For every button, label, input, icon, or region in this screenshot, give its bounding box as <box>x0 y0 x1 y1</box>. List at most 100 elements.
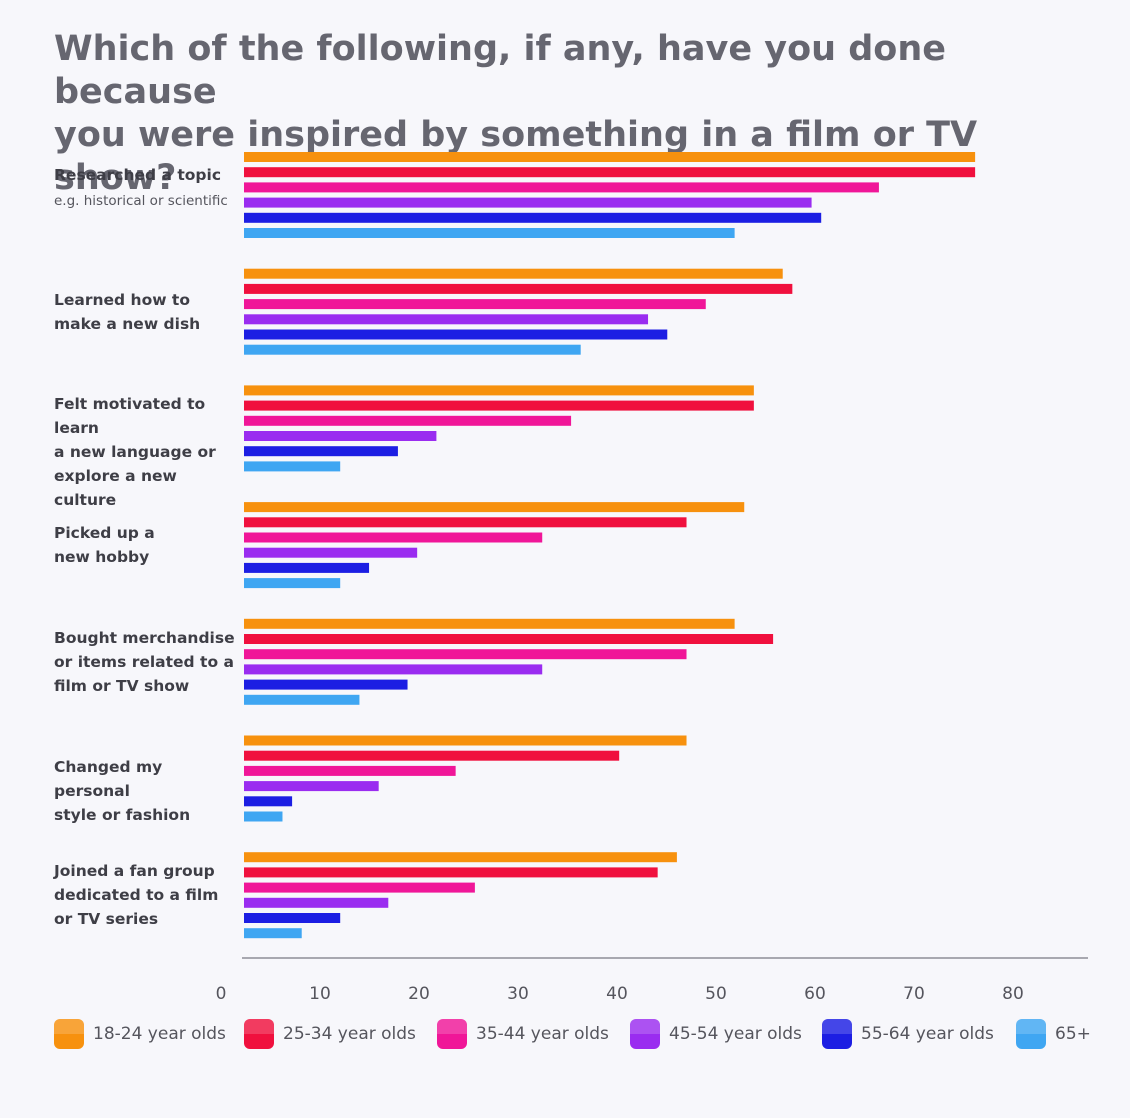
bar <box>244 446 398 457</box>
bar <box>244 385 754 396</box>
category-label-line: Changed my personal <box>54 757 163 800</box>
bar <box>244 547 418 558</box>
bar <box>244 461 341 472</box>
category-label-main: Changed my personal style or fashion <box>54 755 239 827</box>
legend-item: 45-54 year olds <box>630 1017 802 1051</box>
bar <box>244 928 302 939</box>
bar <box>244 634 774 644</box>
legend-label: 55-64 year olds <box>861 1024 994 1044</box>
bar <box>244 562 370 573</box>
legend-swatch <box>1016 1019 1046 1049</box>
category-label-main: Joined a fan group dedicated to a film or … <box>54 859 239 931</box>
category-label-note: e.g. historical or scientific <box>54 193 228 209</box>
legend-label: 18-24 year olds <box>93 1024 226 1044</box>
legend-item: 55-64 year olds <box>822 1017 994 1051</box>
x-tick-label: 50 <box>705 984 727 1004</box>
chart-title: Which of the following, if any, have you… <box>54 28 1094 200</box>
category-label-line: Joined a fan group <box>54 862 215 881</box>
bar <box>244 400 754 411</box>
x-tick-label: 20 <box>408 984 430 1004</box>
category-label-line: Picked up a <box>54 524 155 543</box>
bar <box>244 694 360 705</box>
bar <box>244 329 668 340</box>
category-label-main: Picked up a new hobby <box>54 521 239 569</box>
bar <box>244 679 408 690</box>
bar <box>244 283 793 294</box>
category-label-line: Learned how to <box>54 290 190 309</box>
bar <box>244 735 687 746</box>
bar <box>244 197 812 208</box>
bar <box>244 212 822 223</box>
bar <box>244 811 283 822</box>
category-label-line: new hobby <box>54 548 150 567</box>
bar <box>244 299 706 310</box>
bar <box>244 517 687 528</box>
legend-swatch <box>630 1019 660 1049</box>
chart-title-line: Which of the following, if any, have you… <box>54 29 947 112</box>
bar <box>244 897 389 908</box>
legend-label: 25-34 year olds <box>283 1024 416 1044</box>
category-label-line: explore a new culture <box>54 467 177 510</box>
legend-item: 65+ <box>1016 1017 1091 1051</box>
bar <box>244 796 293 807</box>
bar <box>244 431 437 441</box>
bar <box>244 649 687 660</box>
legend-label: 45-54 year olds <box>669 1024 802 1044</box>
x-tick-label: 40 <box>606 984 628 1004</box>
category-label-line: Researched a topic <box>54 166 222 184</box>
category-label-main: Bought merchandise or items related to a f… <box>54 626 239 698</box>
legend-swatch <box>54 1019 84 1049</box>
category-label-line: style or fashion <box>54 805 191 824</box>
bar <box>244 867 658 878</box>
bar <box>244 268 783 279</box>
bar <box>244 182 879 193</box>
x-tick-label: 60 <box>804 984 826 1004</box>
category-label-line: or items related to a <box>54 652 234 671</box>
bar <box>244 913 341 923</box>
category-label: Joined a fan group dedicated to a film or … <box>54 859 239 931</box>
chart-title-line: you were inspired by something in a film… <box>54 115 978 198</box>
category-label-line: Bought merchandise <box>54 628 235 647</box>
category-label-main: Felt motivated to learn a new language or… <box>54 392 239 512</box>
bar <box>244 781 379 792</box>
bar <box>244 502 745 513</box>
category-label: Researched a topic e.g. historical or sci… <box>54 163 239 213</box>
x-tick-label: 70 <box>903 984 925 1004</box>
legend-item: 18-24 year olds <box>54 1017 226 1051</box>
bar <box>244 882 475 893</box>
legend-label: 65+ <box>1055 1024 1091 1044</box>
category-label-line: make a new dish <box>54 314 201 333</box>
bar <box>244 167 976 178</box>
category-label: Changed my personal style or fashion <box>54 755 239 827</box>
category-label-line: film or TV show <box>54 676 190 695</box>
legend-item: 25-34 year olds <box>244 1017 416 1051</box>
bar <box>244 152 976 162</box>
legend-label: 35-44 year olds <box>476 1024 609 1044</box>
x-tick-label: 10 <box>309 984 331 1004</box>
bar <box>244 314 649 325</box>
legend: 18-24 year olds 25-34 year olds 35-44 year… <box>54 1017 1114 1053</box>
bar <box>244 664 543 675</box>
bar <box>244 765 456 776</box>
category-label-line: dedicated to a film <box>54 886 219 905</box>
x-tick-label: 80 <box>1002 984 1024 1004</box>
bar <box>244 344 581 355</box>
bar <box>244 852 677 863</box>
legend-swatch <box>437 1019 467 1049</box>
legend-swatch <box>244 1019 274 1049</box>
bar-chart: 0 10 20 30 40 50 60 70 80 <box>216 152 1088 1004</box>
category-label: Picked up a new hobby <box>54 521 239 569</box>
category-label: Bought merchandise or items related to a f… <box>54 626 239 698</box>
bar <box>244 750 620 761</box>
bar <box>244 228 735 238</box>
category-label-main: Learned how to make a new dish <box>54 288 239 336</box>
category-label-main: Researched a topic <box>54 163 239 187</box>
category-label: Learned how to make a new dish <box>54 288 239 336</box>
bar <box>244 415 572 426</box>
category-label-line: Felt motivated to learn <box>54 395 206 438</box>
x-tick-label: 30 <box>507 984 529 1004</box>
legend-swatch <box>822 1019 852 1049</box>
bar <box>244 532 543 543</box>
category-label-line: or TV series <box>54 910 159 929</box>
x-tick-label: 0 <box>216 984 227 1004</box>
